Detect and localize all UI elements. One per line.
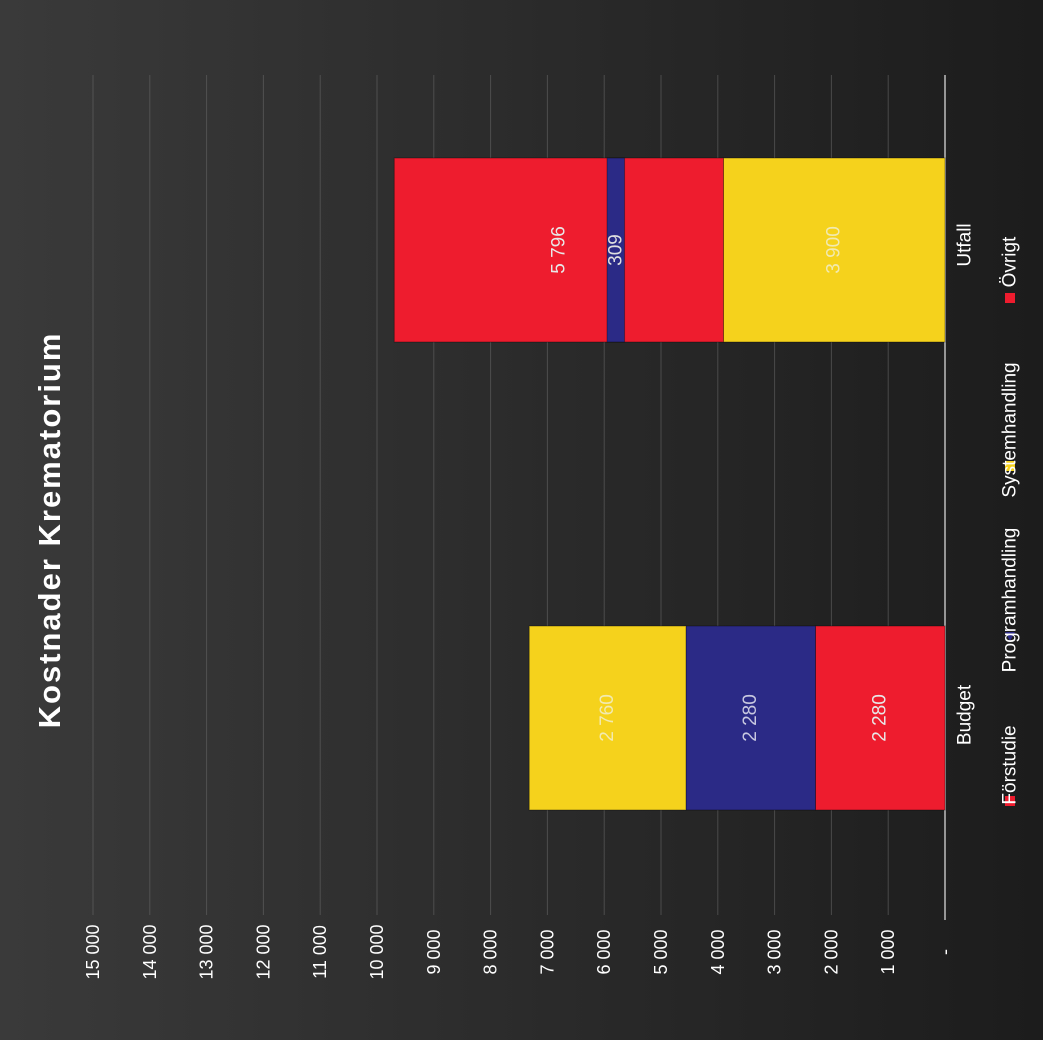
label-layer: 2 280 2 280 2 760 3 900 5 796 309 <box>548 226 890 742</box>
value-tick-12000: 12 000 <box>253 924 273 979</box>
value-tick-14000: 14 000 <box>140 924 160 979</box>
value-tick-5000: 5 000 <box>651 929 671 974</box>
value-tick-6000: 6 000 <box>594 929 614 974</box>
data-label-utfall-ovrigt: 5 796 <box>548 226 569 274</box>
data-label-budget-systemhandling: 2 760 <box>597 694 618 742</box>
value-tick-0: - <box>935 949 955 955</box>
legend: Förstudie Programhandling Systemhandling Öv… <box>1000 236 1021 806</box>
tick-layer: Budget Utfall - 1 000 2 000 3 000 4 000 5 000 6 … <box>83 223 976 979</box>
legend-marker-systemhandling <box>1005 461 1015 471</box>
chart-title: Kostnader Krematorium <box>32 332 67 729</box>
value-tick-9000: 9 000 <box>424 929 444 974</box>
legend-label-forstudie: Förstudie <box>1000 725 1021 804</box>
legend-label-ovrigt: Övrigt <box>1000 236 1021 287</box>
value-tick-1000: 1 000 <box>878 929 898 974</box>
data-label-utfall-systemhandling: 3 900 <box>824 226 845 274</box>
bar-budget-forstudie <box>814 625 946 811</box>
bar-utfall-systemhandling <box>722 157 946 343</box>
category-label-utfall: Utfall <box>955 223 976 266</box>
value-tick-3000: 3 000 <box>765 929 785 974</box>
data-label-utfall-programhandling: 309 <box>605 234 626 266</box>
legend-marker-ovrigt <box>1005 293 1015 303</box>
value-tick-15000: 15 000 <box>83 924 103 979</box>
bar-budget-systemhandling <box>528 625 687 811</box>
legend-label-systemhandling: Systemhandling <box>1000 362 1021 497</box>
data-label-budget-forstudie: 2 280 <box>870 694 891 742</box>
bar-utfall-programhandling <box>606 157 626 343</box>
value-tick-8000: 8 000 <box>481 929 501 974</box>
bar-budget-programhandling <box>685 625 816 811</box>
value-tick-7000: 7 000 <box>537 929 557 974</box>
legend-marker-programhandling <box>1005 632 1015 641</box>
value-tick-13000: 13 000 <box>197 924 217 979</box>
value-tick-11000: 11 000 <box>310 925 330 979</box>
bar-utfall-ovrigt <box>393 157 724 343</box>
value-tick-4000: 4 000 <box>708 929 728 974</box>
bar-layer <box>393 157 946 811</box>
data-label-budget-programhandling: 2 280 <box>740 694 761 742</box>
value-tick-10000: 10 000 <box>367 924 387 979</box>
legend-label-programhandling: Programhandling <box>1000 528 1021 673</box>
legend-marker-forstudie <box>1005 796 1015 806</box>
category-label-budget: Budget <box>955 684 976 745</box>
value-tick-2000: 2 000 <box>821 929 841 974</box>
